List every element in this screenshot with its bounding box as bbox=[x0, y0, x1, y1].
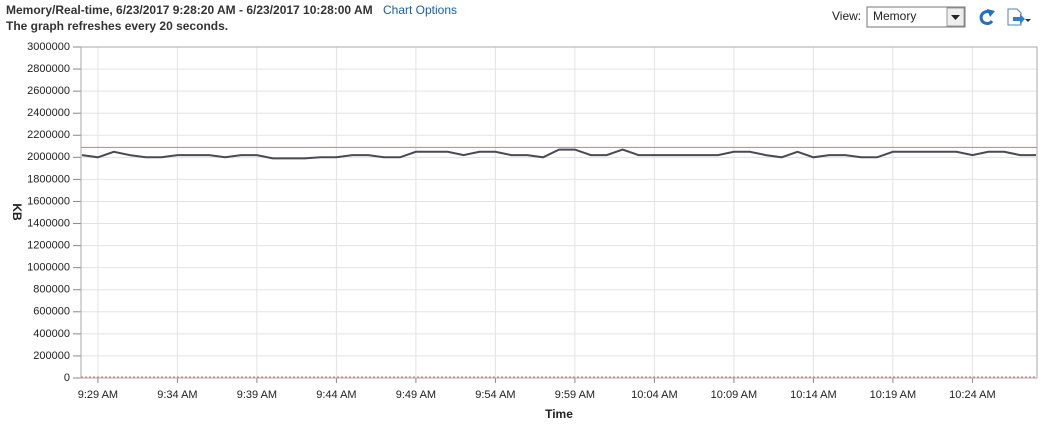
y-tick-label: 2200000 bbox=[27, 129, 70, 141]
select-value[interactable]: Memory bbox=[873, 9, 916, 23]
select-arrow[interactable] bbox=[951, 15, 960, 20]
x-tick-label: 10:09 AM bbox=[711, 389, 757, 401]
y-tick-label: 1400000 bbox=[27, 217, 70, 229]
y-tick-label: 1000000 bbox=[27, 262, 70, 274]
plot-border bbox=[80, 46, 1038, 379]
chart-title: Memory/Real-time, 6/23/2017 9:28:20 AM -… bbox=[6, 3, 373, 17]
x-tick-label: 9:34 AM bbox=[157, 389, 197, 401]
refresh-icon[interactable] bbox=[979, 10, 994, 26]
export-button[interactable] bbox=[1007, 8, 1031, 26]
y-tick-label: 2400000 bbox=[27, 107, 70, 119]
y-tick-label: 2000000 bbox=[27, 151, 70, 163]
x-tick-label: 9:59 AM bbox=[555, 389, 595, 401]
y-tick-label: 800000 bbox=[33, 284, 70, 296]
x-tick-label: 9:39 AM bbox=[237, 389, 277, 401]
view-label: View: bbox=[832, 9, 861, 23]
y-tick-label: 600000 bbox=[33, 306, 70, 318]
x-axis-label: Time bbox=[545, 407, 573, 421]
x-tick-label: 10:24 AM bbox=[949, 389, 995, 401]
x-tick-label: 10:14 AM bbox=[790, 389, 836, 401]
export-arrow[interactable] bbox=[1013, 14, 1025, 24]
y-tick-label: 200000 bbox=[33, 350, 70, 362]
y-tick-label: 1200000 bbox=[27, 240, 70, 252]
y-tick-label: 1600000 bbox=[27, 195, 70, 207]
y-tick-label: 2800000 bbox=[27, 63, 70, 75]
view-select[interactable]: Memory bbox=[866, 6, 966, 28]
x-tick-label: 9:29 AM bbox=[78, 389, 118, 401]
y-axis-label: KB bbox=[10, 203, 24, 221]
refresh-note: The graph refreshes every 20 seconds. bbox=[6, 19, 228, 33]
x-tick-label: 10:19 AM bbox=[870, 389, 916, 401]
refresh-arrow[interactable] bbox=[987, 9, 995, 17]
y-tick-label: 3000000 bbox=[27, 41, 70, 53]
data-line bbox=[81, 148, 1036, 160]
chart-options-link[interactable]: Chart Options bbox=[383, 3, 457, 17]
select-box[interactable] bbox=[866, 6, 966, 28]
y-tick-label: 400000 bbox=[33, 328, 70, 340]
x-tick-label: 9:54 AM bbox=[475, 389, 515, 401]
refresh-button[interactable] bbox=[979, 9, 995, 26]
export-dropdown[interactable] bbox=[1025, 19, 1031, 22]
y-tick-label: 2600000 bbox=[27, 85, 70, 97]
x-tick-label: 10:04 AM bbox=[631, 389, 677, 401]
y-tick-label: 0 bbox=[64, 372, 70, 384]
x-tick-label: 9:49 AM bbox=[396, 389, 436, 401]
y-tick-label: 1800000 bbox=[27, 173, 70, 185]
x-tick-label: 9:44 AM bbox=[316, 389, 356, 401]
